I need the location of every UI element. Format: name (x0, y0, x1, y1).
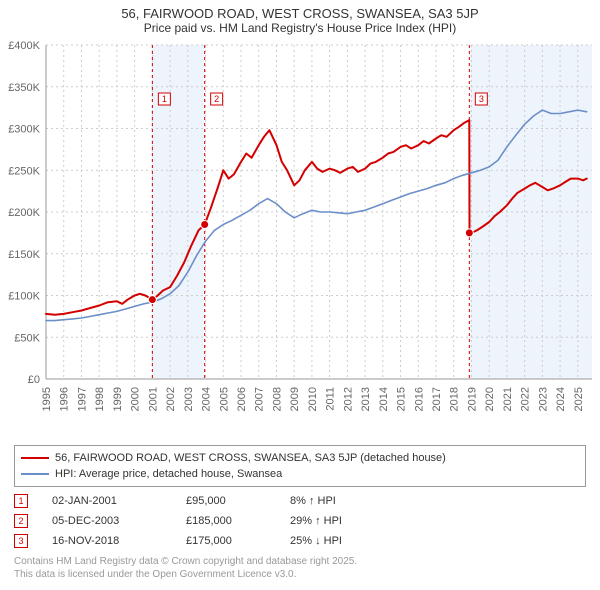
page-subtitle: Price paid vs. HM Land Registry's House … (0, 21, 600, 39)
svg-text:2022: 2022 (520, 387, 532, 411)
svg-text:2003: 2003 (183, 387, 195, 411)
legend-row: HPI: Average price, detached house, Swan… (21, 466, 579, 482)
svg-text:2005: 2005 (218, 387, 230, 411)
annotation-marker-box: 3 (14, 534, 28, 548)
svg-text:2021: 2021 (502, 387, 514, 411)
annotation-delta: 8% ↑ HPI (290, 491, 370, 511)
annotation-row: 1 02-JAN-2001 £95,000 8% ↑ HPI (14, 491, 586, 511)
svg-text:2007: 2007 (254, 387, 266, 411)
annotation-table: 1 02-JAN-2001 £95,000 8% ↑ HPI 2 05-DEC-2003 £… (14, 491, 586, 551)
svg-text:£50K: £50K (14, 332, 40, 344)
svg-text:2004: 2004 (201, 387, 213, 411)
footer-line-2: This data is licensed under the Open Gov… (14, 568, 586, 581)
svg-text:2014: 2014 (378, 387, 390, 411)
annotation-row: 2 05-DEC-2003 £185,000 29% ↑ HPI (14, 511, 586, 531)
annotation-marker-box: 1 (14, 494, 28, 508)
svg-text:1: 1 (162, 94, 167, 104)
svg-text:2018: 2018 (449, 387, 461, 411)
svg-text:2: 2 (214, 94, 219, 104)
annotation-marker-box: 2 (14, 514, 28, 528)
annotation-price: £185,000 (186, 511, 266, 531)
svg-text:£150K: £150K (8, 249, 40, 261)
svg-text:2012: 2012 (342, 387, 354, 411)
chart-svg: £0 £50K £100K £150K £200K £250K £300K £350K £400… (0, 39, 600, 439)
annotation-date: 02-JAN-2001 (52, 491, 162, 511)
svg-text:£300K: £300K (8, 124, 40, 136)
svg-text:1999: 1999 (112, 387, 124, 411)
svg-text:3: 3 (479, 94, 484, 104)
svg-text:2002: 2002 (165, 387, 177, 411)
annotation-row: 3 16-NOV-2018 £175,000 25% ↓ HPI (14, 531, 586, 551)
legend-label: 56, FAIRWOOD ROAD, WEST CROSS, SWANSEA, … (55, 450, 446, 466)
svg-text:2017: 2017 (431, 387, 443, 411)
svg-text:2015: 2015 (396, 387, 408, 411)
svg-text:£200K: £200K (8, 207, 40, 219)
chart-legend: 56, FAIRWOOD ROAD, WEST CROSS, SWANSEA, … (14, 445, 586, 487)
svg-text:2020: 2020 (484, 387, 496, 411)
annotation-price: £175,000 (186, 531, 266, 551)
svg-text:2016: 2016 (413, 387, 425, 411)
svg-text:£400K: £400K (8, 40, 40, 52)
svg-text:2011: 2011 (325, 387, 337, 411)
annotation-delta: 25% ↓ HPI (290, 531, 370, 551)
svg-text:2010: 2010 (307, 387, 319, 411)
svg-text:2019: 2019 (466, 387, 478, 411)
svg-text:2024: 2024 (555, 387, 567, 411)
price-chart: £0 £50K £100K £150K £200K £250K £300K £350K £400… (0, 39, 600, 439)
legend-label: HPI: Average price, detached house, Swan… (55, 466, 282, 482)
svg-text:1998: 1998 (94, 387, 106, 411)
svg-text:2000: 2000 (130, 387, 142, 411)
legend-row: 56, FAIRWOOD ROAD, WEST CROSS, SWANSEA, … (21, 450, 579, 466)
page-title: 56, FAIRWOOD ROAD, WEST CROSS, SWANSEA, … (0, 0, 600, 21)
annotation-date: 16-NOV-2018 (52, 531, 162, 551)
svg-text:1997: 1997 (76, 387, 88, 411)
svg-text:1996: 1996 (59, 387, 71, 411)
svg-text:£250K: £250K (8, 165, 40, 177)
svg-text:£100K: £100K (8, 291, 40, 303)
svg-text:2023: 2023 (537, 387, 549, 411)
footer-attribution: Contains HM Land Registry data © Crown c… (14, 555, 586, 581)
annotation-price: £95,000 (186, 491, 266, 511)
svg-text:2008: 2008 (271, 387, 283, 411)
svg-text:2025: 2025 (573, 387, 585, 411)
svg-text:2009: 2009 (289, 387, 301, 411)
svg-text:2006: 2006 (236, 387, 248, 411)
svg-text:1995: 1995 (41, 387, 53, 411)
legend-swatch (21, 457, 49, 459)
annotation-delta: 29% ↑ HPI (290, 511, 370, 531)
footer-line-1: Contains HM Land Registry data © Crown c… (14, 555, 586, 568)
legend-swatch (21, 473, 49, 475)
svg-text:2013: 2013 (360, 387, 372, 411)
svg-text:£350K: £350K (8, 82, 40, 94)
annotation-date: 05-DEC-2003 (52, 511, 162, 531)
svg-text:£0: £0 (28, 374, 40, 386)
svg-text:2001: 2001 (147, 387, 159, 411)
